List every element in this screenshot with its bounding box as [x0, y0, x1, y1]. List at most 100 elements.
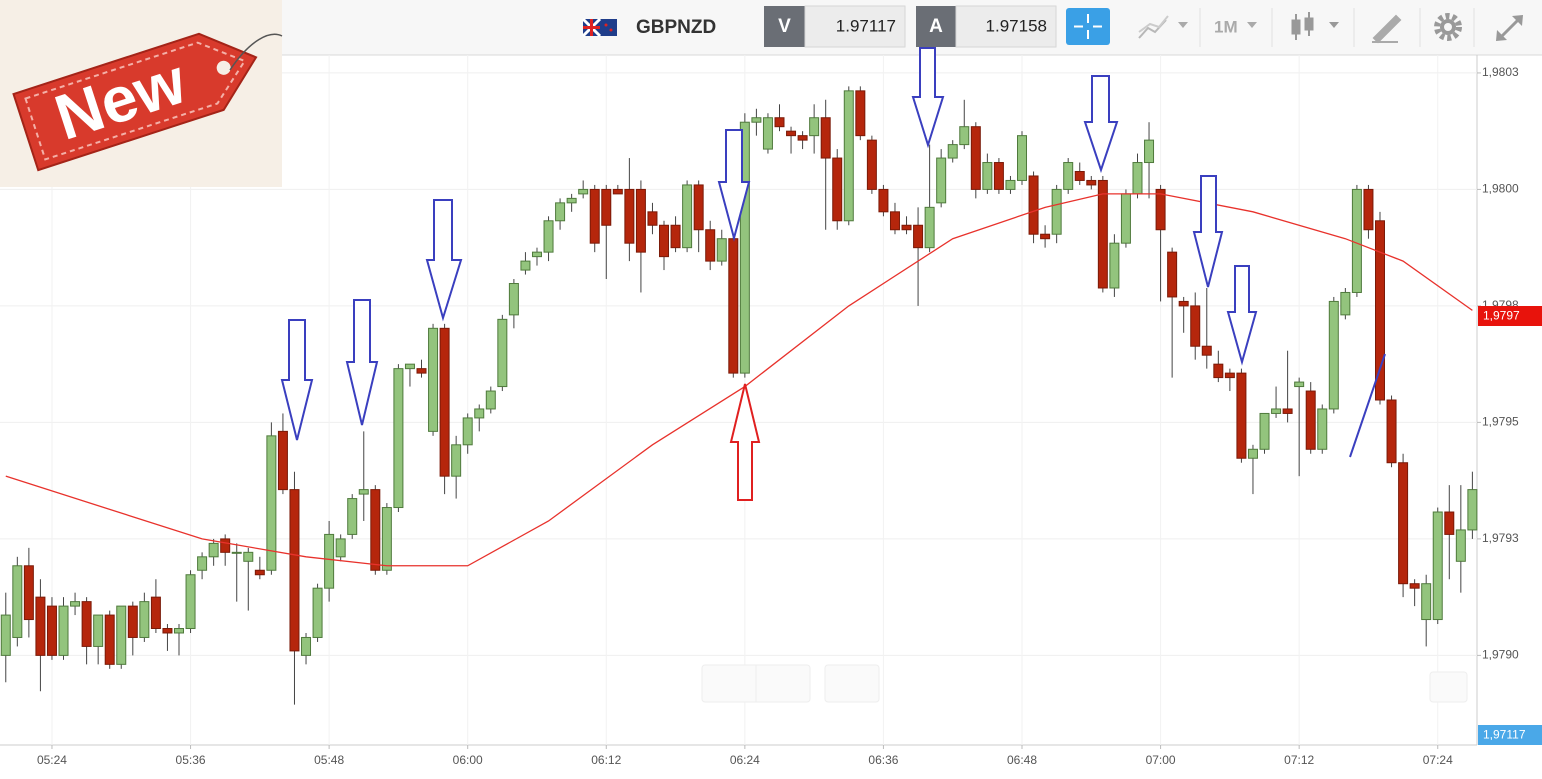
candle-body — [497, 318, 508, 388]
x-tick-label: 06:12 — [591, 753, 621, 767]
candle-body — [324, 533, 335, 589]
candle-body — [774, 117, 785, 128]
candle-body — [670, 224, 681, 249]
candle-body — [693, 184, 704, 231]
fullscreen-button[interactable] — [1496, 15, 1523, 41]
candle-body — [347, 498, 358, 535]
ask-box[interactable] — [955, 5, 1057, 48]
candle-body — [1109, 242, 1120, 289]
candle-body — [866, 139, 877, 190]
candle-body — [820, 117, 831, 159]
candle-body — [1340, 291, 1351, 316]
moving-average-line — [5, 193, 1473, 567]
candle-body — [1028, 175, 1039, 235]
candle-body — [520, 260, 531, 271]
candle-body — [381, 507, 392, 571]
candle-body — [1317, 408, 1328, 450]
candle-body — [139, 601, 150, 638]
candle-body — [716, 238, 727, 262]
candle-body — [739, 121, 750, 374]
candle-body — [1282, 408, 1293, 414]
candle-body — [1074, 170, 1085, 181]
candle-body — [393, 368, 404, 509]
candle-body — [543, 220, 554, 253]
last-price-tag-label: 1,97117 — [1483, 728, 1526, 742]
candle-body — [254, 569, 265, 576]
candle-body — [1409, 583, 1420, 589]
candle-body — [635, 188, 646, 253]
ask-price: 1.97158 — [986, 16, 1047, 35]
candle-body — [659, 224, 670, 258]
candle-body — [93, 614, 104, 647]
candle-body — [46, 605, 57, 656]
x-tick-label: 07:00 — [1146, 753, 1176, 767]
candle-body — [266, 435, 277, 571]
candle-body — [1421, 583, 1432, 621]
candle-body — [1305, 390, 1316, 450]
candle-body — [901, 224, 912, 231]
annotation-up-arrow — [729, 383, 761, 501]
candle-body — [1247, 448, 1258, 459]
candle-body — [1467, 489, 1478, 531]
candle-body — [566, 197, 577, 204]
candle-body — [878, 188, 889, 213]
nav-button[interactable] — [1429, 671, 1468, 703]
candle-body — [485, 390, 496, 410]
candle-body — [1005, 179, 1016, 190]
candle-body — [982, 162, 993, 190]
ask-label-box[interactable] — [916, 6, 956, 47]
crosshair-button[interactable] — [1066, 8, 1110, 45]
candle-style-button[interactable] — [1291, 12, 1339, 40]
candle-body — [1386, 399, 1397, 464]
nav-button[interactable] — [824, 664, 880, 703]
candle-body — [474, 408, 485, 419]
candle-body — [416, 368, 427, 374]
candle-body — [162, 628, 173, 634]
x-tick-label: 06:36 — [868, 753, 898, 767]
candle-body — [1294, 381, 1305, 388]
candle-body — [1190, 305, 1201, 347]
y-tick-label: 1,9803 — [1482, 65, 1519, 79]
candle-body — [601, 188, 612, 226]
candle-body — [555, 202, 566, 222]
candle-body — [370, 489, 381, 571]
candle-body — [243, 551, 254, 562]
candle-body — [924, 206, 935, 249]
candle-body — [1051, 188, 1062, 235]
candle-body — [1097, 179, 1108, 289]
candle-body — [70, 601, 81, 607]
candle-body — [35, 596, 46, 656]
settings-button[interactable] — [1434, 13, 1462, 41]
candle-body — [993, 162, 1004, 190]
y-tick-label: 1,9793 — [1482, 531, 1519, 545]
candle-body — [1444, 511, 1455, 535]
y-tick-label: 1,9790 — [1482, 648, 1519, 662]
candle-body — [0, 614, 11, 656]
candle-body — [624, 188, 635, 244]
candle-body — [150, 596, 161, 630]
candle-body — [682, 184, 693, 249]
candle-body — [1259, 412, 1270, 450]
crosshair-icon — [1074, 14, 1102, 39]
candle-body — [936, 157, 947, 204]
bid-price: 1.97117 — [836, 16, 896, 35]
candle-body — [843, 90, 854, 222]
candle-body — [81, 601, 92, 647]
candle-body — [335, 538, 346, 558]
timeframe[interactable]: 1M — [1214, 17, 1238, 36]
candle-body — [404, 363, 415, 370]
candle-body — [959, 126, 970, 146]
bid-box[interactable] — [804, 5, 906, 48]
candle-body — [1120, 193, 1131, 244]
candle-body — [1155, 188, 1166, 231]
bid-label-box[interactable] — [764, 6, 805, 47]
candle-body — [1363, 188, 1374, 231]
candle-body — [23, 565, 34, 621]
chart-type-button[interactable] — [1138, 15, 1188, 39]
draw-tool-button[interactable] — [1372, 14, 1402, 44]
timeframe-caret — [1247, 22, 1257, 28]
x-tick-label: 06:24 — [730, 753, 760, 767]
candle-body — [1374, 220, 1385, 401]
ma-price-tag-label: 1,9797 — [1483, 309, 1520, 323]
